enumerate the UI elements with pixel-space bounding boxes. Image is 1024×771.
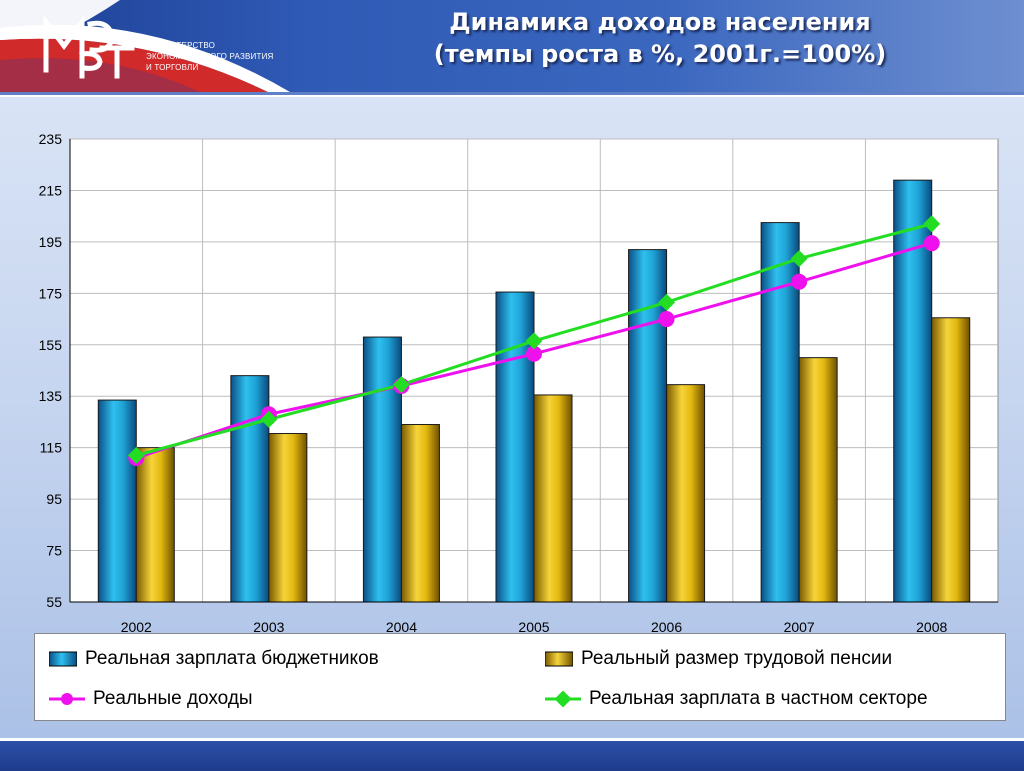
slide-header: МИНИСТЕРСТВО ЭКОНОМИЧЕСКОГО РАЗВИТИЯ И Т… [0, 0, 1024, 92]
y-tick-label: 155 [39, 337, 63, 353]
x-tick-label: 2008 [916, 619, 947, 635]
legend-swatch-magenta-line [49, 693, 85, 705]
point-real-income [658, 311, 675, 328]
legend-swatch-gold-bar [545, 651, 573, 667]
y-tick-label: 135 [39, 388, 63, 404]
point-private-salary [127, 446, 145, 464]
x-tick-label: 2006 [651, 619, 682, 635]
y-tick-label: 235 [39, 131, 63, 147]
bar-pension [135, 447, 175, 603]
y-tick-label: 175 [39, 285, 63, 301]
logo-caption: МИНИСТЕРСТВО ЭКОНОМИЧЕСКОГО РАЗВИТИЯ И Т… [146, 40, 274, 73]
y-tick-label: 195 [39, 234, 63, 250]
x-tick-label: 2004 [386, 619, 417, 635]
bar-budget-salary [893, 179, 933, 603]
legend-item-pension: Реальный размер трудовой пенсии [545, 648, 892, 670]
header-divider [0, 92, 1024, 95]
bar-pension [931, 317, 971, 603]
legend-item-real-income: Реальные доходы [49, 688, 253, 710]
y-tick-label: 95 [46, 491, 62, 507]
ministry-logo-icon [43, 14, 135, 79]
legend-item-private-salary: Реальная зарплата в частном секторе [545, 688, 928, 710]
logo-line-3: И ТОРГОВЛИ [146, 63, 199, 72]
legend-label: Реальные доходы [93, 688, 253, 709]
header-divider-highlight [0, 95, 1024, 97]
legend-label: Реальная зарплата в частном секторе [589, 688, 928, 709]
x-tick-label: 2007 [784, 619, 815, 635]
title-line-2: (темпы роста в %, 2001г.=100%) [433, 40, 887, 68]
slide-footer-bar [0, 738, 1024, 771]
logo-line-1: МИНИСТЕРСТВО [146, 41, 216, 50]
y-tick-label: 115 [40, 440, 63, 456]
y-tick-label: 215 [39, 182, 63, 198]
point-real-income [526, 345, 542, 362]
x-tick-label: 2003 [253, 619, 284, 635]
point-private-salary [658, 293, 676, 311]
bar-budget-salary [97, 399, 137, 603]
y-tick-label: 75 [46, 543, 62, 559]
bar-pension [533, 394, 573, 603]
bar-pension [268, 433, 308, 603]
point-private-salary [525, 332, 543, 350]
legend-swatch-green-line [545, 691, 581, 707]
legend-item-budget-salary: Реальная зарплата бюджетников [49, 648, 379, 670]
point-real-income [923, 235, 940, 252]
income-dynamics-chart: 55 75 95 115 135 155 175 195 215 235 2002 2003 2004 2… [39, 131, 999, 635]
point-real-income [791, 273, 808, 290]
legend-swatch-blue-bar [49, 651, 77, 667]
logo-line-2: ЭКОНОМИЧЕСКОГО РАЗВИТИЯ [146, 52, 274, 61]
point-private-salary [392, 376, 410, 394]
legend-label: Реальная зарплата бюджетников [85, 648, 379, 669]
bar-pension [400, 424, 440, 603]
legend-label: Реальный размер трудовой пенсии [581, 648, 893, 669]
point-private-salary [790, 250, 808, 268]
slide-title: Динамика доходов населения (темпы роста … [360, 6, 960, 70]
bar-budget-salary [362, 336, 402, 603]
point-private-salary [923, 215, 941, 233]
title-line-1: Динамика доходов населения [449, 8, 871, 36]
x-tick-label: 2005 [518, 619, 549, 635]
bar-pension [798, 357, 838, 603]
x-tick-label: 2002 [121, 619, 152, 635]
y-tick-label: 55 [46, 594, 62, 610]
point-private-salary [260, 410, 278, 428]
header-swoosh-decoration [0, 0, 290, 92]
bar-pension [666, 384, 706, 603]
chart-legend: Реальная зарплата бюджетников Реальный р… [34, 633, 1006, 721]
